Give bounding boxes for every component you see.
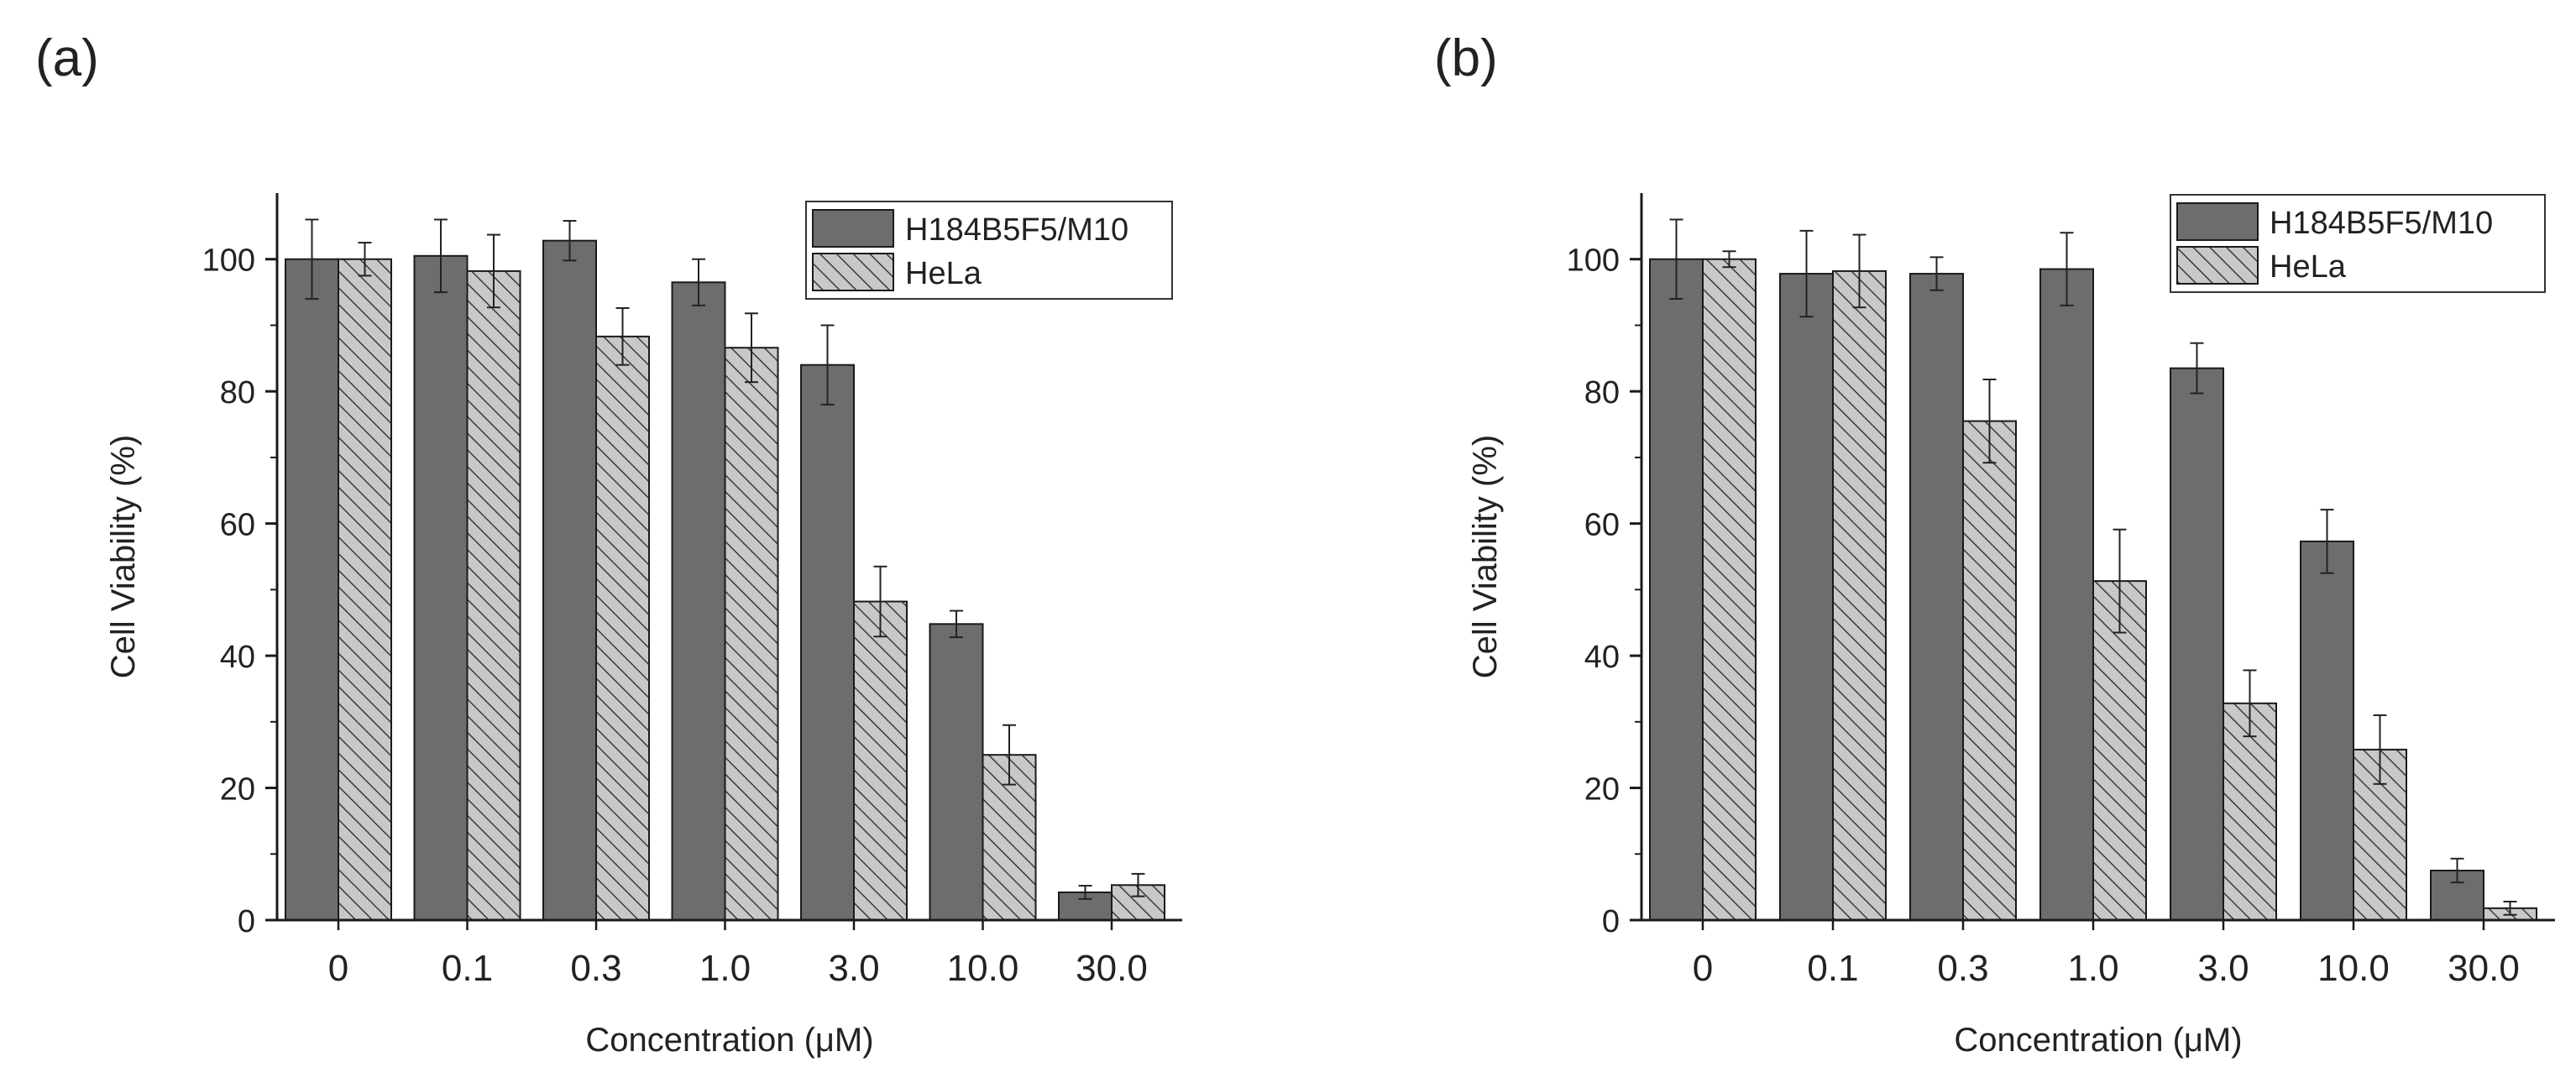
legend-swatch-h184b5f5 [2176,202,2259,241]
bar-hela [1962,420,2017,922]
y-tick-label: 60 [1584,508,1620,543]
x-tick-label: 1.0 [699,948,751,989]
x-tick-label: 0.1 [1807,948,1858,989]
y-tick-label: 0 [1602,904,1620,939]
bar-hela [724,347,779,922]
bar-hela [595,335,650,921]
x-tick-label: 10.0 [2317,948,2390,989]
bar-h184b5f5 [800,364,855,921]
x-tick-label: 0.1 [442,948,493,989]
y-axis-label: Cell Viability (%) [1467,435,1504,678]
bar-h184b5f5 [1909,273,1964,921]
y-tick-label: 0 [238,904,255,939]
legend-label-hela: HeLa [2270,249,2347,285]
bar-h184b5f5 [1649,258,1704,921]
bar-hela [2223,702,2277,921]
legend-label-h184b5f5: H184B5F5/M10 [2270,206,2493,241]
bar-hela [853,600,908,921]
bar-hela [338,258,392,921]
y-axis-label: Cell Viability (%) [105,435,142,678]
y-tick-label: 20 [220,772,255,808]
bar-h184b5f5 [542,239,597,921]
x-tick-label: 0.3 [1937,948,1988,989]
x-tick-label: 0 [1693,948,1713,989]
x-tick-label: 3.0 [828,948,879,989]
x-tick-label: 0 [328,948,348,989]
x-axis-label: Concentration (μM) [1954,1022,2242,1059]
y-tick-label: 100 [202,243,255,279]
bar-h184b5f5 [413,254,469,922]
x-tick-label: 1.0 [2067,948,2118,989]
bar-h184b5f5 [2039,268,2094,921]
x-tick-label: 30.0 [1076,948,1148,989]
x-tick-label: 0.3 [570,948,621,989]
x-tick-label: 30.0 [2448,948,2520,989]
panel-a: (a) 0 0.1 0.3 1.0 3.0 10.0 30.0 0 20 40 60 80 100 Cell… [35,29,1182,1059]
panel-label: (b) [1434,29,1498,87]
bar-h184b5f5 [285,258,339,921]
legend-swatch-hela [812,253,894,291]
legend-label-hela: HeLa [905,256,982,291]
y-tick-label: 40 [220,640,255,675]
panel-label: (a) [35,29,99,87]
y-tick-label: 80 [220,375,255,411]
legend-swatch-hela [2176,246,2259,285]
bar-h184b5f5 [2300,540,2354,921]
bar-h184b5f5 [2170,367,2224,921]
legend-label-h184b5f5: H184B5F5/M10 [905,212,1128,248]
y-tick-label: 60 [220,508,255,543]
legend-swatch-h184b5f5 [812,209,894,248]
x-tick-label: 3.0 [2197,948,2249,989]
bar-hela [1832,269,1887,921]
x-axis-label: Concentration (μM) [585,1022,873,1059]
bar-h184b5f5 [671,281,726,922]
bar-hela [1702,258,1757,921]
bar-h184b5f5 [1779,273,1834,921]
bar-hela [2092,580,2147,921]
y-tick-label: 100 [1567,243,1620,279]
x-tick-label: 10.0 [947,948,1019,989]
bar-h184b5f5 [929,623,984,921]
y-tick-label: 80 [1584,375,1620,411]
y-tick-label: 40 [1584,640,1620,675]
panel-b: (b) 0 0.1 0.3 1.0 3.0 10.0 30.0 0 20 40 60 80 100 Cell… [1434,29,2555,1059]
bar-hela [466,269,521,921]
y-tick-label: 20 [1584,772,1620,808]
